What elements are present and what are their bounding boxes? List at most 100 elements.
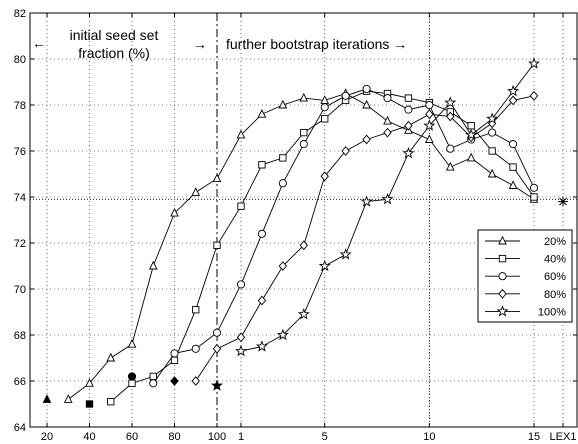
annotation-seed-line1: initial seed set: [70, 27, 159, 43]
legend-label: 20%: [544, 236, 566, 248]
data-point: [258, 161, 266, 169]
data-point: [279, 154, 287, 162]
data-point: [191, 344, 200, 353]
legend-marker: [498, 288, 507, 299]
data-point: [446, 144, 455, 153]
data-point: [509, 163, 517, 171]
data-point: [339, 248, 352, 260]
data-point: [466, 152, 476, 162]
x-tick-label: 100: [208, 431, 226, 443]
data-point: [508, 95, 518, 106]
data-point: [381, 193, 394, 205]
data-point: [299, 240, 308, 251]
data-point: [488, 128, 497, 137]
data-point: [297, 308, 310, 320]
data-point: [170, 349, 179, 358]
data-point: [299, 140, 308, 149]
data-point: [383, 127, 392, 138]
data-point: [446, 111, 455, 122]
legend-marker: [498, 254, 507, 263]
data-point: [404, 105, 413, 114]
annotations: ← initial seed set fraction (%) → furthe…: [32, 27, 407, 61]
data-point: [486, 112, 499, 124]
x-tick-label: 5: [322, 431, 328, 443]
data-point: [425, 100, 434, 110]
data-point: [236, 129, 246, 139]
annotation-arrow-right: →: [193, 36, 207, 52]
legend-marker: [498, 272, 507, 281]
data-point: [255, 340, 268, 352]
y-tick-label: 64: [14, 422, 26, 434]
data-point: [383, 115, 392, 125]
data-point: [362, 84, 371, 93]
data-point: [128, 379, 136, 387]
data-point: [467, 122, 475, 130]
y-tick-label: 66: [14, 376, 26, 388]
data-point: [212, 173, 222, 183]
data-point: [257, 108, 267, 118]
data-point: [149, 372, 157, 381]
data-point: [529, 183, 539, 192]
y-tick-label: 68: [14, 330, 26, 342]
data-point: [487, 168, 497, 178]
x-tick-label: 80: [168, 431, 180, 443]
plot-frame: [29, 12, 578, 428]
lex1-point: [559, 197, 567, 206]
data-point: [362, 134, 371, 145]
data-point: [509, 140, 518, 149]
data-point: [85, 378, 94, 387]
x-tick-label: 1: [238, 431, 244, 443]
data-point: [528, 57, 540, 69]
initial-points: [42, 372, 223, 408]
data-point: [320, 103, 329, 112]
legend-marker: [498, 235, 507, 245]
data-point: [404, 120, 413, 131]
x-tick-label: LEX1: [550, 431, 577, 443]
y-tick-label: 74: [14, 192, 26, 204]
data-point: [320, 171, 329, 182]
data-point: [257, 295, 267, 306]
data-point: [529, 90, 539, 101]
data-point: [383, 94, 392, 103]
initial-point: [42, 394, 52, 403]
data-point: [488, 147, 496, 155]
x-tick-label: 15: [528, 431, 540, 443]
data-point: [212, 328, 222, 337]
data-point: [402, 147, 415, 159]
x-tick-label: 40: [83, 431, 95, 443]
data-point: [213, 241, 221, 249]
y-tick-label: 76: [14, 146, 26, 158]
data-point: [278, 179, 287, 188]
data-point: [299, 92, 309, 102]
data-point: [321, 115, 329, 123]
data-point: [106, 352, 116, 362]
x-tick-label: 60: [126, 431, 138, 443]
annotation-iterations: further bootstrap iterations →: [226, 36, 407, 52]
reference-lines: [30, 13, 577, 427]
data-point: [465, 128, 478, 140]
data-point: [148, 260, 158, 270]
data-point: [445, 161, 455, 171]
data-point: [300, 128, 308, 137]
y-tick-label: 82: [14, 8, 26, 20]
data-point: [170, 207, 179, 217]
legend-label: 100%: [538, 306, 566, 318]
data-point: [107, 398, 115, 406]
data-point: [425, 134, 434, 143]
data-point: [508, 180, 518, 189]
data-point: [236, 280, 246, 289]
y-tick-label: 72: [14, 238, 26, 250]
data-point: [235, 344, 247, 357]
data-point: [170, 356, 179, 364]
legend: 20% 40% 60% 80% 100%: [477, 229, 573, 323]
data-point: [360, 195, 373, 207]
data-point: [191, 187, 201, 196]
data-point: [278, 261, 288, 271]
annotation-seed-line2: fraction (%): [78, 45, 150, 61]
data-point: [444, 96, 457, 108]
data-point: [278, 99, 288, 109]
legend-label: 60%: [544, 271, 566, 283]
data-point: [341, 146, 350, 156]
legend-label: 80%: [544, 289, 566, 301]
